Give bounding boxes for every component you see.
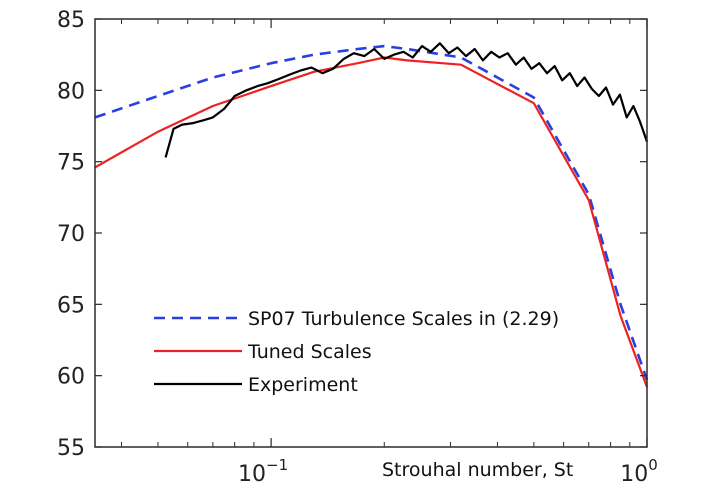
legend-label-2: Experiment bbox=[248, 374, 358, 396]
legend-label-1: Tuned Scales bbox=[247, 341, 372, 363]
plot-area bbox=[95, 19, 647, 447]
y-tick-label: 65 bbox=[57, 293, 85, 318]
y-tick-label: 75 bbox=[57, 151, 85, 176]
y-tick-label: 55 bbox=[57, 436, 85, 461]
series-line-2 bbox=[164, 42, 649, 158]
y-tick-label: 70 bbox=[57, 222, 85, 247]
y-tick-label: 85 bbox=[57, 8, 85, 33]
x-axis-label: Strouhal number, St bbox=[382, 459, 573, 481]
series-layer bbox=[94, 42, 649, 388]
y-tick-label: 80 bbox=[57, 79, 85, 104]
x-tick-label: 10−1 bbox=[238, 456, 288, 487]
legend-label-0: SP07 Turbulence Scales in (2.29) bbox=[248, 308, 559, 330]
y-tick-label: 60 bbox=[57, 365, 85, 390]
series-line-0 bbox=[94, 44, 649, 381]
tick-layer: 55 60 65 70 75 80 85 10−1 100 bbox=[57, 8, 658, 487]
legend: SP07 Turbulence Scales in (2.29) Tuned Sc… bbox=[154, 308, 559, 396]
x-tick-label: 100 bbox=[620, 456, 658, 487]
